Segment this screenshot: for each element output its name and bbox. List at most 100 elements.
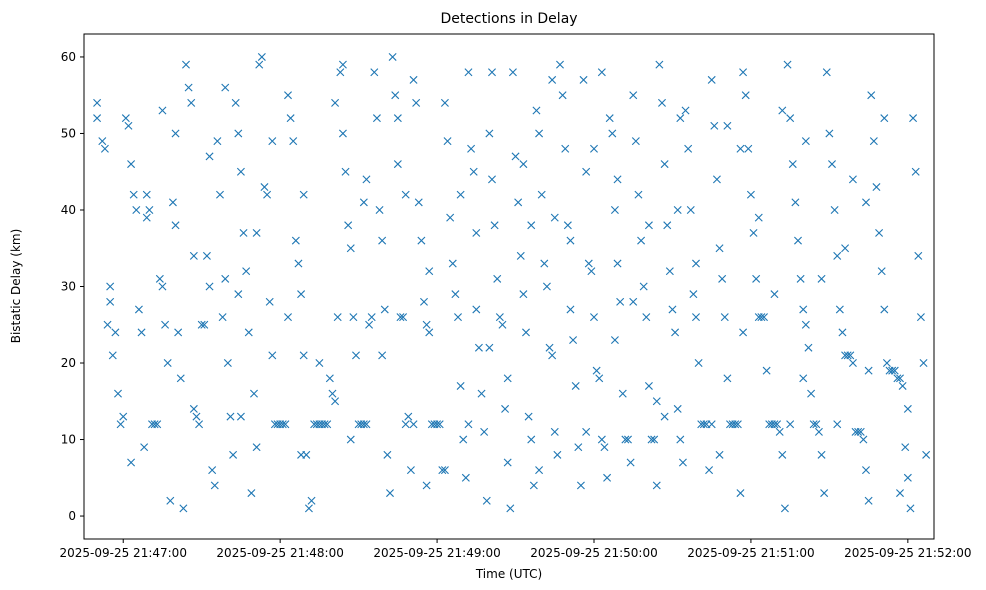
x-tick-label: 2025-09-25 21:50:00	[530, 546, 657, 560]
data-point	[192, 412, 201, 421]
data-point	[689, 290, 698, 299]
data-point	[472, 228, 481, 237]
data-point	[603, 473, 612, 482]
data-point	[590, 144, 598, 153]
y-axis: 0 10 20 30 40 50 60	[61, 50, 84, 523]
data-point	[221, 274, 230, 283]
data-point	[422, 481, 431, 490]
data-point	[202, 251, 211, 260]
data-point	[488, 175, 496, 184]
data-point	[707, 420, 716, 429]
data-point	[150, 420, 159, 429]
data-point	[647, 435, 656, 444]
data-point	[644, 221, 653, 230]
data-point	[404, 412, 413, 421]
data-point	[548, 351, 557, 360]
data-point	[550, 427, 559, 436]
data-point	[388, 52, 397, 61]
data-point	[495, 313, 504, 322]
data-point	[749, 228, 758, 237]
data-point	[323, 420, 332, 429]
data-point	[145, 205, 154, 214]
data-point	[239, 228, 248, 237]
data-point	[108, 351, 117, 360]
data-point	[665, 267, 674, 276]
data-point	[898, 381, 907, 390]
data-point	[511, 152, 520, 161]
data-point	[770, 420, 779, 429]
data-point	[613, 175, 622, 184]
chart-title: Detections in Delay	[440, 11, 577, 27]
data-point	[545, 343, 554, 352]
data-point	[799, 374, 808, 383]
data-point	[616, 297, 625, 306]
data-point	[260, 183, 269, 192]
data-point	[890, 366, 899, 375]
data-point	[566, 305, 575, 314]
data-point	[142, 213, 151, 222]
data-point	[906, 504, 915, 513]
data-point	[584, 259, 593, 268]
data-point	[608, 129, 617, 138]
data-point	[119, 412, 128, 421]
y-tick-label: 0	[68, 509, 76, 523]
data-point	[103, 320, 112, 329]
data-point	[464, 68, 473, 77]
data-point	[862, 466, 870, 475]
data-point	[809, 420, 818, 429]
data-point	[425, 267, 434, 276]
data-point	[344, 221, 353, 230]
data-point	[880, 114, 889, 123]
data-point	[187, 98, 196, 107]
data-point	[830, 205, 839, 214]
data-point	[903, 404, 912, 413]
data-point	[393, 114, 402, 123]
data-point	[163, 359, 172, 368]
data-point	[297, 290, 306, 299]
data-point	[733, 420, 742, 429]
data-point	[817, 450, 826, 459]
x-tick-label: 2025-09-25 21:51:00	[687, 546, 814, 560]
data-point	[184, 83, 193, 92]
data-point	[124, 121, 133, 130]
data-point	[569, 336, 578, 345]
data-point	[626, 458, 635, 467]
y-tick-label: 20	[61, 356, 76, 370]
data-point	[412, 98, 421, 107]
data-point	[875, 228, 884, 237]
data-point	[676, 114, 685, 123]
data-point	[553, 450, 562, 459]
data-point	[127, 160, 136, 169]
data-point	[804, 343, 813, 352]
data-point	[799, 305, 808, 314]
data-point	[171, 129, 180, 138]
data-point	[485, 129, 494, 138]
data-point	[216, 190, 224, 199]
data-point	[501, 404, 510, 413]
data-point	[459, 435, 468, 444]
data-point	[359, 420, 368, 429]
data-point	[250, 389, 258, 398]
data-point	[205, 282, 214, 291]
data-point	[529, 481, 538, 490]
data-point	[888, 366, 897, 375]
data-point	[673, 205, 682, 214]
data-point	[736, 489, 745, 498]
data-point	[132, 205, 141, 214]
data-point	[692, 313, 700, 322]
data-point	[278, 420, 287, 429]
data-point	[631, 137, 640, 146]
x-tick-label: 2025-09-25 21:49:00	[373, 546, 500, 560]
data-point	[161, 320, 170, 329]
data-point	[422, 320, 431, 329]
data-point	[720, 313, 729, 322]
data-point	[467, 144, 476, 153]
data-point	[783, 60, 792, 69]
data-point	[331, 397, 340, 406]
data-point	[629, 297, 638, 306]
data-point	[106, 297, 115, 306]
data-point	[522, 328, 530, 337]
data-point	[595, 374, 604, 383]
data-point	[637, 236, 646, 245]
